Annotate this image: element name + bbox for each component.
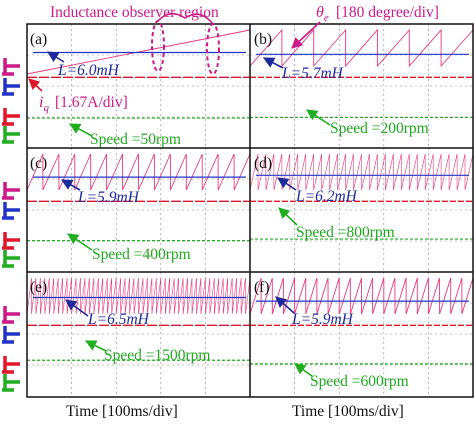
observer-region-brace <box>157 12 214 25</box>
iq-label: iq <box>39 94 49 114</box>
theta-trace-f <box>249 277 474 315</box>
theta-trace-d <box>249 153 474 191</box>
theta-arrow <box>291 21 321 49</box>
theta-label: θe <box>316 4 329 24</box>
observer-region-ellipse-1 <box>151 20 165 72</box>
panel-label-e: (e) <box>30 279 47 296</box>
trace-layer <box>26 28 474 365</box>
channel-marker-r3-4 <box>2 374 20 392</box>
inductance-arrow-f <box>275 296 295 314</box>
speed-arrow-d <box>278 207 298 226</box>
panel-label-c: (c) <box>30 155 47 172</box>
speed-label-a: Speed =50rpm <box>90 131 181 148</box>
inductance-label-f: L=5.9mH <box>291 311 354 328</box>
inductance-label-a: L=6.0mH <box>57 62 120 79</box>
iq-arrow <box>28 78 43 92</box>
channel-marker-r2-1 <box>2 182 20 200</box>
x-axis-label-left: Time [100ms/div] <box>66 403 178 420</box>
panel-label-a: (a) <box>30 31 47 48</box>
inductance-arrow-d <box>277 177 297 191</box>
panel-label-d: (d) <box>254 155 272 172</box>
speed-label-f: Speed =600rpm <box>310 373 409 390</box>
panel-annotations: (a) L=6.0mH Speed =50rpm (b) L=5.7mH Spe… <box>30 31 429 390</box>
speed-label-b: Speed =200rpm <box>330 120 429 137</box>
x-axis-label-right: Time [100ms/div] <box>292 403 404 420</box>
channel-markers <box>2 58 20 392</box>
inductance-label-d: L=6.2mH <box>295 188 358 205</box>
speed-arrow-c <box>67 233 93 251</box>
channel-marker-r1-1 <box>2 58 20 76</box>
speed-label-e: Speed =1500rpm <box>104 347 210 364</box>
observer-region-ellipse-2 <box>206 23 220 75</box>
speed-arrow-f <box>294 363 313 377</box>
theta-trace-e <box>26 277 251 315</box>
inductance-arrow-a <box>47 51 65 63</box>
inductance-label-c: L=5.9mH <box>77 189 140 206</box>
panel-label-f: (f) <box>254 279 270 296</box>
inductance-arrow-b <box>263 57 284 69</box>
theta-trace-c <box>26 153 251 191</box>
speed-arrow-e <box>84 340 107 352</box>
inductance-arrow-c <box>61 179 81 191</box>
channel-marker-r3-3 <box>2 356 20 374</box>
theta-scale-label: [180 degree/div] <box>336 4 439 21</box>
iq-scale-label: [1.67A/div] <box>55 94 128 111</box>
speed-label-d: Speed =800rpm <box>296 224 395 241</box>
channel-marker-r1-3 <box>2 108 20 126</box>
channel-marker-r3-1 <box>2 306 20 324</box>
channel-marker-r2-4 <box>2 250 20 268</box>
channel-marker-r3-2 <box>2 326 20 344</box>
channel-marker-r2-2 <box>2 202 20 220</box>
channel-marker-r2-3 <box>2 232 20 250</box>
inductance-label-e: L=6.5mH <box>87 311 150 328</box>
inductance-arrow-e <box>65 299 89 317</box>
speed-label-c: Speed =400rpm <box>92 246 191 263</box>
channel-marker-r1-4 <box>2 126 20 144</box>
observer-region-label: Inductance observer region <box>50 4 219 21</box>
panel-label-b: (b) <box>254 31 272 48</box>
speed-arrow-a <box>69 123 93 137</box>
channel-marker-r1-2 <box>2 78 20 96</box>
inductance-label-b: L=5.7mH <box>281 65 344 82</box>
theta-trace-b <box>249 28 474 68</box>
speed-arrow-b <box>306 109 331 126</box>
